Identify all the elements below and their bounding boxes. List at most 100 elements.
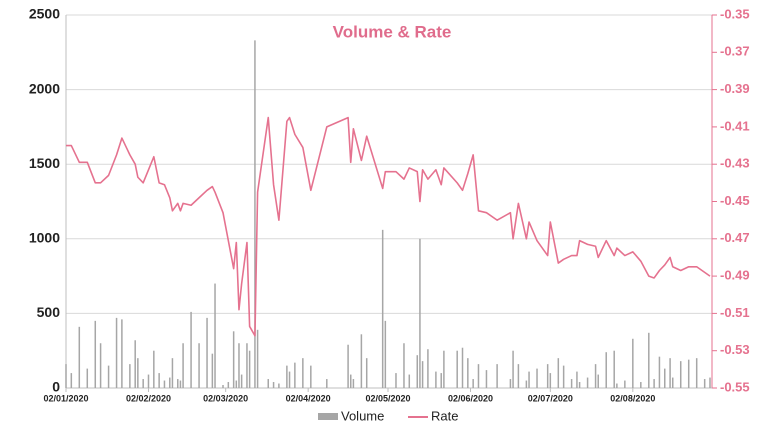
volume-bar [347, 344, 349, 388]
volume-bar [147, 374, 150, 388]
volume-bar [467, 358, 469, 388]
y2-tick-label: -0.51 [720, 305, 750, 320]
volume-bar [586, 377, 589, 388]
volume-bar [435, 371, 437, 388]
volume-bar [288, 371, 291, 388]
legend-label: Rate [431, 408, 458, 423]
volume-bar [352, 379, 355, 388]
volume-bar [349, 374, 352, 388]
volume-bar [246, 343, 248, 388]
volume-bar [115, 317, 118, 388]
volume-bar [576, 371, 578, 388]
volume-bar [461, 347, 464, 388]
volume-bar [278, 383, 280, 388]
volume-bar [664, 368, 666, 388]
volume-bar [679, 361, 682, 388]
volume-bar [198, 343, 200, 388]
volume-bar [658, 356, 661, 388]
y2-tick-label: -0.35 [720, 6, 750, 21]
y2-tick-label: -0.47 [720, 230, 750, 245]
volume-bar [517, 364, 520, 388]
volume-bar [365, 358, 368, 388]
volume-bar [557, 358, 560, 388]
y2-tick-label: -0.45 [720, 193, 750, 208]
volume-bar [222, 385, 224, 388]
y2-tick-label: -0.55 [720, 379, 750, 394]
volume-bar [169, 377, 171, 388]
volume-bar [206, 317, 208, 388]
volume-bar [240, 374, 243, 388]
volume-bar [421, 361, 424, 388]
y-tick-label: 2000 [29, 80, 60, 96]
volume-bar [578, 382, 581, 388]
volume-bar [616, 383, 618, 388]
y-tick-label: 2500 [29, 6, 60, 22]
volume-bar [381, 229, 384, 388]
x-tick-label: 02/02/2020 [126, 393, 171, 403]
volume-bar [546, 364, 549, 388]
volume-bar [485, 370, 488, 388]
chart-title: Volume & Rate [333, 22, 452, 41]
volume-bar [326, 379, 328, 388]
volume-bar [456, 350, 458, 388]
x-tick-label: 02/03/2020 [203, 393, 248, 403]
volume-bar [70, 373, 73, 388]
volume-bar [99, 343, 102, 388]
volume-bar [605, 352, 607, 388]
y2-tick-label: -0.49 [720, 268, 750, 283]
volume-bar [121, 319, 123, 388]
volume-bar [427, 349, 429, 388]
volume-bar [302, 358, 304, 388]
volume-bar [286, 365, 288, 388]
volume-bar [177, 379, 179, 388]
volume-bar [137, 358, 139, 388]
volume-bar [440, 373, 442, 388]
volume-bar [408, 374, 411, 388]
volume-bar [182, 343, 184, 388]
volume-bar [703, 379, 706, 388]
volume-bar [78, 326, 81, 388]
volume-bar [419, 238, 421, 388]
volume-bar [416, 355, 419, 388]
volume-bar [384, 320, 387, 388]
y-tick-label: 0 [52, 379, 60, 395]
volume-bar [443, 350, 445, 388]
volume-bar [395, 373, 397, 388]
x-tick-label: 02/07/2020 [528, 393, 573, 403]
x-tick-label: 02/04/2020 [286, 393, 331, 403]
volume-bar [272, 382, 275, 388]
volume-bar [163, 380, 166, 388]
volume-bar [142, 379, 144, 388]
y2-tick-label: -0.37 [720, 44, 750, 59]
volume-bar [171, 358, 174, 388]
volume-bar [256, 329, 259, 388]
volume-bar [512, 350, 514, 388]
volume-bar [94, 320, 97, 388]
volume-bar [179, 380, 182, 388]
volume-bar [254, 40, 256, 388]
volume-bar [294, 362, 296, 388]
volume-bar [238, 343, 240, 388]
volume-bar [360, 334, 363, 388]
volume-bar [613, 350, 615, 388]
volume-bar [525, 380, 528, 388]
volume-bar [509, 379, 512, 388]
rate-line [66, 116, 711, 337]
volume-bar [594, 364, 597, 388]
y2-tick-label: -0.53 [720, 342, 750, 357]
y-tick-label: 1000 [29, 230, 60, 246]
volume-bar [549, 373, 552, 388]
volume-bar [472, 379, 474, 388]
volume-bar [687, 359, 690, 388]
y-tick-label: 500 [37, 304, 61, 320]
x-tick-label: 02/08/2020 [610, 393, 655, 403]
volume-bar [86, 368, 89, 388]
x-tick-label: 02/06/2020 [448, 393, 493, 403]
volume-bar [134, 340, 136, 388]
volume-bar [653, 379, 655, 388]
volume-bar [597, 374, 599, 388]
volume-bar [227, 382, 230, 388]
y-tick-label: 1500 [29, 155, 60, 171]
x-tick-label: 02/01/2020 [43, 393, 88, 403]
legend-label: Volume [341, 408, 384, 423]
